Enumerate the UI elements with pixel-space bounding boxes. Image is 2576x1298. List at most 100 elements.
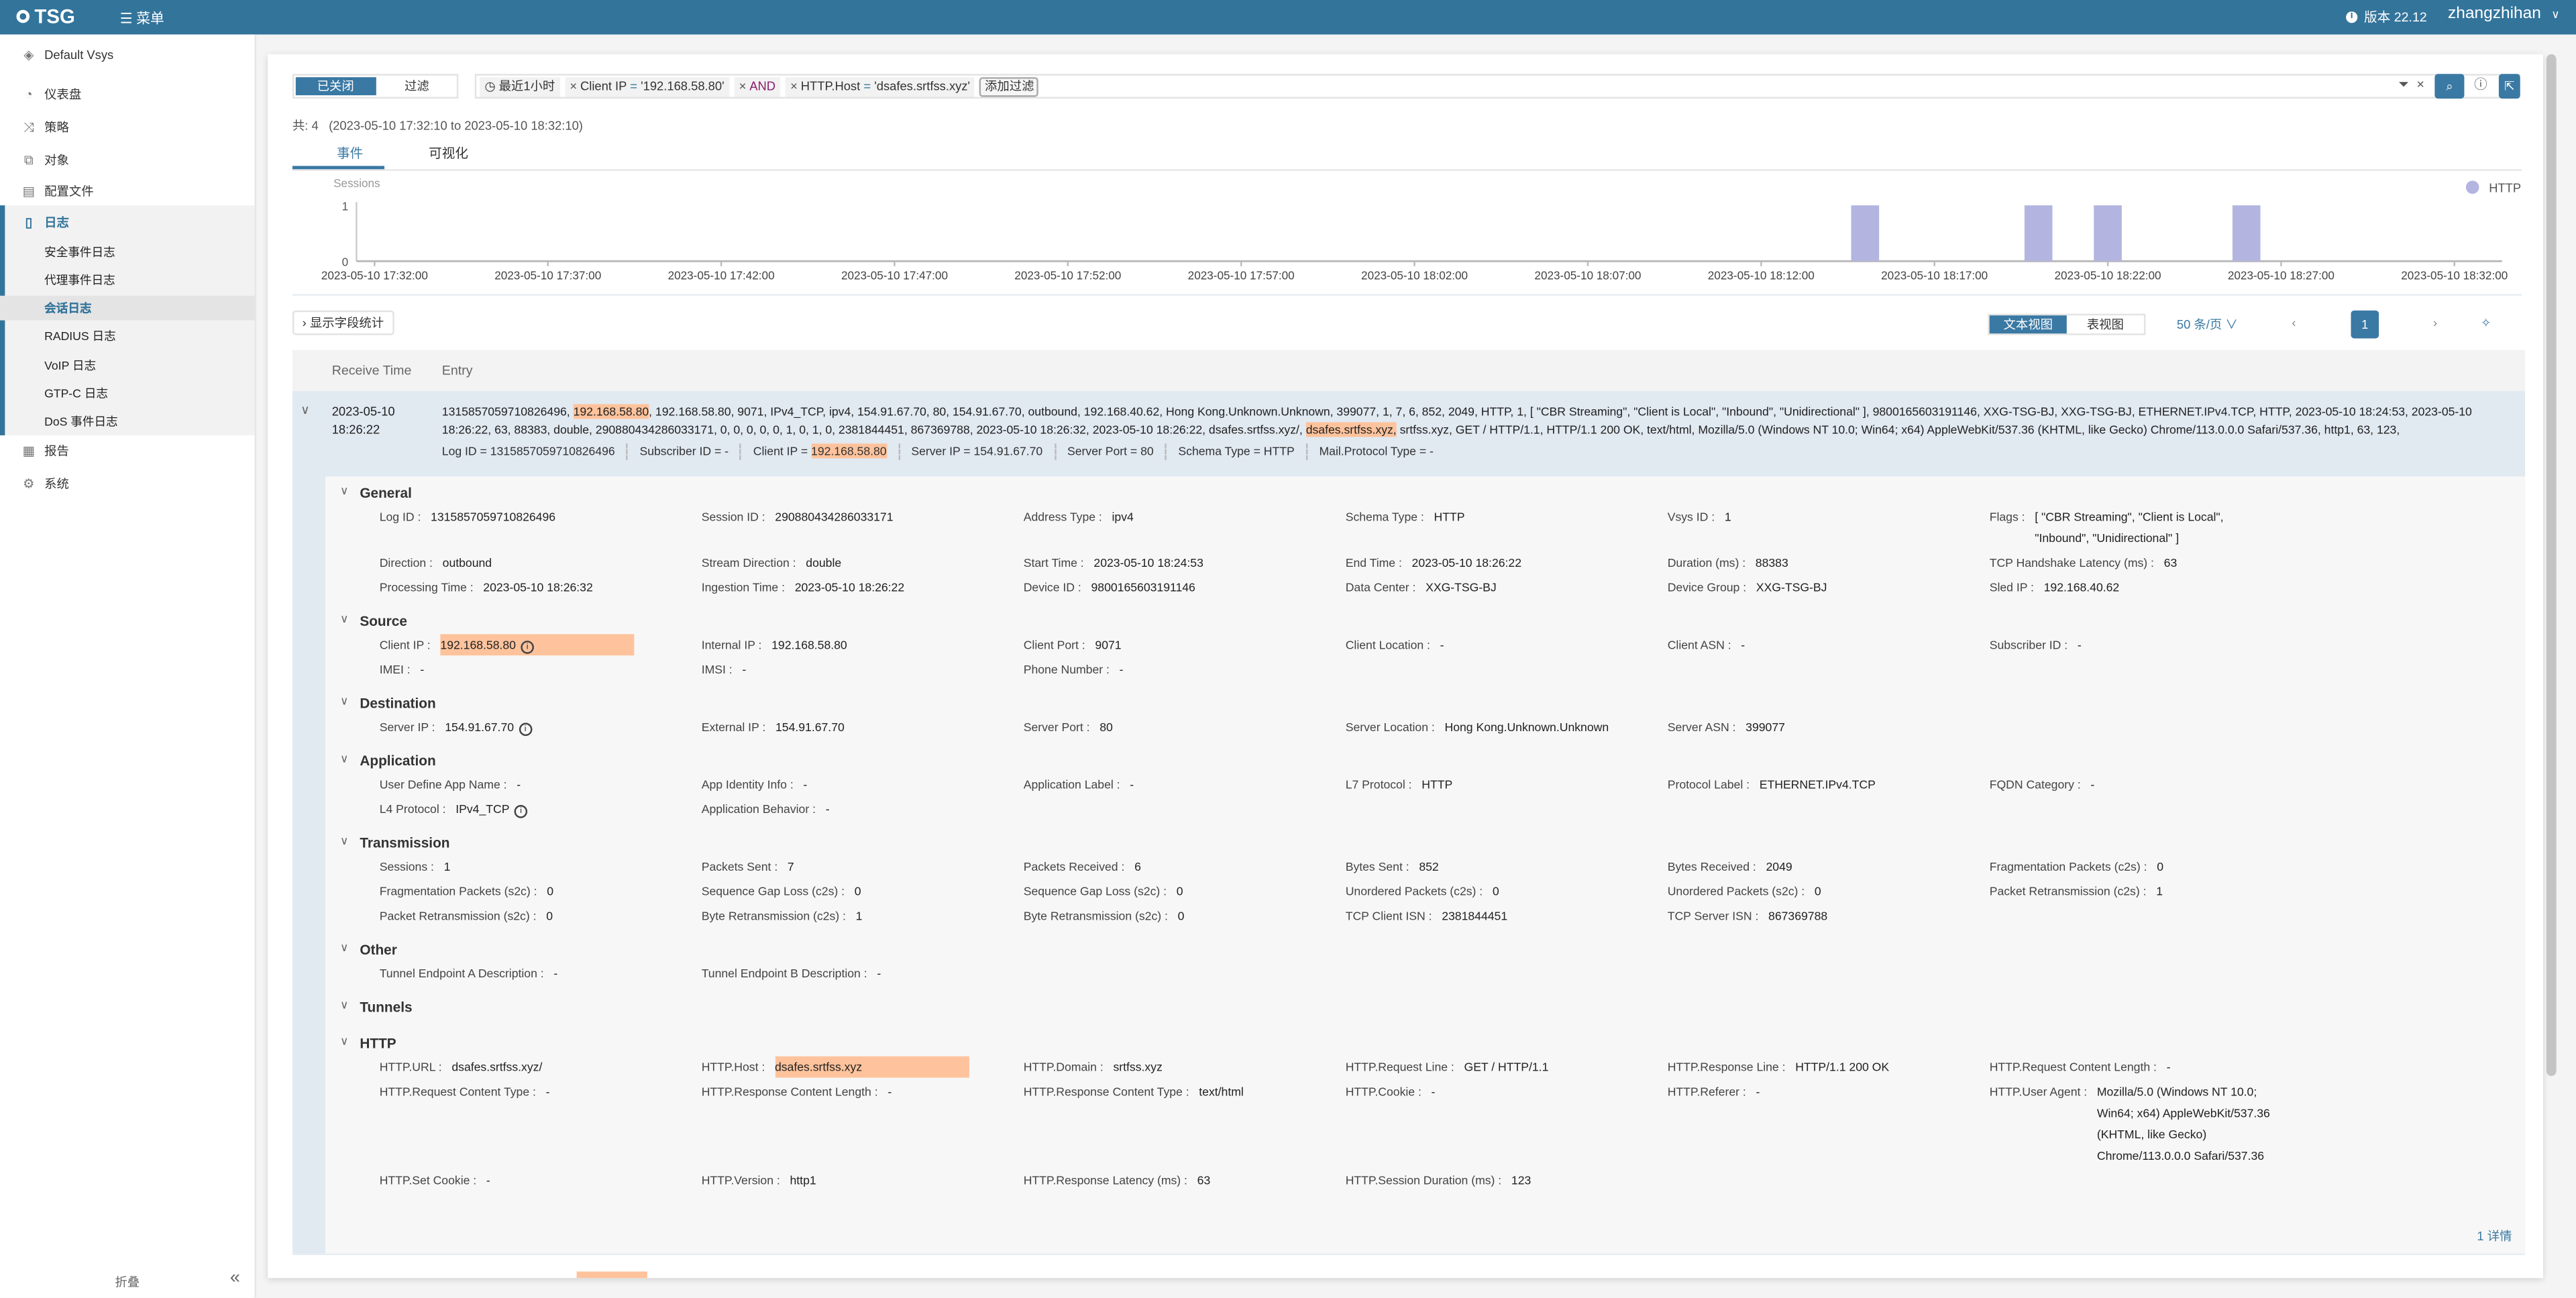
field-value[interactable]: 7 bbox=[788, 856, 794, 877]
field-value[interactable]: ipv4 bbox=[1112, 506, 1134, 549]
field-value[interactable]: dsafes.srtfss.xyz/ bbox=[451, 1057, 542, 1078]
funnel-icon[interactable]: ⏷ bbox=[2398, 77, 2410, 93]
field-value[interactable]: GET / HTTP/1.1 bbox=[1464, 1057, 1549, 1078]
field-value[interactable]: [ "CBR Streaming", "Client is Local", "I… bbox=[2035, 506, 2229, 549]
section-header[interactable]: ∨ Transmission bbox=[340, 826, 2525, 856]
filter-chip-client-ip[interactable]: × Client IP = '192.168.58.80' bbox=[564, 76, 729, 97]
column-receive-time[interactable]: Receive Time bbox=[331, 363, 412, 378]
chevron-down-icon[interactable]: ∨ bbox=[2551, 9, 2560, 21]
field-value[interactable]: http1 bbox=[790, 1170, 816, 1191]
info-icon[interactable]: i bbox=[514, 805, 528, 818]
pin-icon[interactable]: ✧ bbox=[2480, 315, 2491, 331]
sidebar-item-system[interactable]: ⚙ 系统 bbox=[21, 475, 69, 493]
chevron-down-icon[interactable]: ∨ bbox=[339, 1036, 349, 1048]
scrollbar[interactable] bbox=[2546, 54, 2557, 1077]
sidebar-item-logs[interactable]: ▯ 日志 bbox=[21, 213, 69, 231]
chevron-down-icon[interactable]: ∨ bbox=[339, 1000, 349, 1012]
sidebar-item-dashboard[interactable]: ◔ 仪表盘 bbox=[21, 85, 81, 103]
bar-http[interactable] bbox=[2094, 205, 2122, 262]
remove-icon[interactable]: × bbox=[790, 78, 798, 93]
field-value[interactable]: 9071 bbox=[1095, 634, 1121, 655]
submenu-session-log[interactable]: 会话日志 bbox=[0, 295, 255, 321]
field-value[interactable]: - bbox=[1741, 634, 1745, 655]
field-value[interactable]: 867369788 bbox=[1768, 905, 1827, 926]
submenu-dos-log[interactable]: DoS 事件日志 bbox=[44, 414, 118, 429]
field-value[interactable]: 1 bbox=[2156, 881, 2163, 902]
section-header[interactable]: ∨ Tunnels bbox=[340, 991, 2525, 1020]
filter-chip-http-host[interactable]: × HTTP.Host = 'dsafes.srtfss.xyz' bbox=[785, 76, 975, 97]
field-value[interactable]: - bbox=[486, 1170, 490, 1191]
section-header[interactable]: ∨ HTTP bbox=[340, 1027, 2525, 1057]
search-button[interactable]: ⌕ bbox=[2434, 74, 2465, 99]
text-view-button[interactable]: 文本视图 bbox=[1989, 315, 2067, 334]
field-value[interactable]: 2023-05-10 18:26:22 bbox=[795, 577, 904, 598]
chevron-down-icon[interactable]: ∨ bbox=[339, 696, 349, 708]
filter-chip-and[interactable]: × AND bbox=[734, 76, 781, 97]
section-header[interactable]: ∨ General bbox=[340, 476, 2525, 506]
field-value[interactable]: 192.168.40.62 bbox=[2044, 577, 2120, 598]
field-value[interactable]: - bbox=[2090, 773, 2094, 795]
field-value[interactable]: XXG-TSG-BJ bbox=[1426, 577, 1497, 598]
field-value[interactable]: 1315857059710826496 bbox=[431, 506, 555, 549]
clear-icon[interactable]: × bbox=[2416, 77, 2424, 93]
field-value[interactable]: - bbox=[742, 659, 746, 680]
field-value[interactable]: XXG-TSG-BJ bbox=[1756, 577, 1827, 598]
section-header[interactable]: ∨ Other bbox=[340, 933, 2525, 963]
field-value[interactable]: 80 bbox=[1099, 716, 1113, 738]
field-value[interactable]: - bbox=[420, 659, 424, 680]
collapse-label[interactable]: 折叠 bbox=[115, 1275, 140, 1290]
toggle-off[interactable]: 已关闭 bbox=[295, 77, 376, 96]
field-value[interactable]: 192.168.58.80 bbox=[771, 634, 847, 655]
field-value[interactable]: 290880434286033171 bbox=[775, 506, 893, 549]
field-value[interactable]: - bbox=[1130, 773, 1134, 795]
field-value[interactable]: - bbox=[546, 1081, 550, 1166]
field-value[interactable]: - bbox=[2167, 1057, 2171, 1078]
field-value[interactable]: HTTP bbox=[1434, 506, 1465, 549]
field-value[interactable]: 1 bbox=[1725, 506, 1731, 549]
sidebar-item-policy[interactable]: ⤨ 策略 bbox=[21, 118, 69, 136]
submenu-radius-log[interactable]: RADIUS 日志 bbox=[44, 328, 116, 343]
remove-icon[interactable]: × bbox=[570, 78, 578, 93]
field-value[interactable]: Mozilla/5.0 (Windows NT 10.0; Win64; x64… bbox=[2097, 1081, 2291, 1166]
field-value[interactable]: double bbox=[806, 552, 841, 574]
summary-subscriber[interactable]: Subscriber ID = - bbox=[626, 443, 740, 460]
chevron-down-icon[interactable]: ∨ bbox=[339, 836, 349, 848]
field-value[interactable]: 0 bbox=[855, 881, 861, 902]
field-value[interactable]: 63 bbox=[2164, 552, 2178, 574]
section-header[interactable]: ∨ Source bbox=[340, 604, 2525, 634]
field-value[interactable]: 123 bbox=[1511, 1170, 1531, 1191]
logo[interactable]: TSG bbox=[16, 5, 75, 28]
summary-server-ip[interactable]: Server IP = 154.91.67.70 bbox=[898, 443, 1055, 460]
field-value[interactable]: - bbox=[877, 963, 881, 984]
filter-mode-toggle[interactable]: 已关闭 过滤 bbox=[292, 74, 459, 99]
field-value[interactable]: 88383 bbox=[1756, 552, 1788, 574]
field-value[interactable]: HTTP bbox=[1421, 773, 1452, 795]
tab-events[interactable]: 事件 bbox=[337, 146, 364, 162]
summary-server-port[interactable]: Server Port = 80 bbox=[1054, 443, 1165, 460]
field-value[interactable]: ETHERNET.IPv4.TCP bbox=[1760, 773, 1876, 795]
help-icon[interactable]: ⓘ bbox=[2474, 77, 2487, 93]
vsys-selector[interactable]: ◈ Default Vsys bbox=[21, 48, 113, 62]
field-value[interactable]: 0 bbox=[1178, 905, 1185, 926]
field-value[interactable]: 2023-05-10 18:26:32 bbox=[483, 577, 592, 598]
field-value[interactable]: 154.91.67.70 bbox=[775, 716, 845, 738]
menu-button[interactable]: ☰ 菜单 bbox=[120, 8, 164, 28]
bar-http[interactable] bbox=[2232, 205, 2261, 262]
column-entry[interactable]: Entry bbox=[441, 363, 473, 378]
time-range-chip[interactable]: ◷ 最近1小时 bbox=[480, 76, 560, 97]
details-link[interactable]: 1 详情 bbox=[2477, 1228, 2512, 1244]
field-value[interactable]: outbound bbox=[443, 552, 492, 574]
summary-mail[interactable]: Mail.Protocol Type = - bbox=[1305, 443, 1445, 460]
bar-http[interactable] bbox=[2024, 205, 2053, 262]
summary-log-id[interactable]: Log ID = 1315857059710826496 bbox=[441, 443, 615, 459]
field-value[interactable]: 0 bbox=[1177, 881, 1183, 902]
field-value[interactable]: 0 bbox=[1815, 881, 1821, 902]
toggle-filter[interactable]: 过滤 bbox=[405, 78, 429, 94]
field-value[interactable]: 192.168.58.80 i bbox=[440, 634, 635, 656]
summary-schema[interactable]: Schema Type = HTTP bbox=[1165, 443, 1306, 460]
submenu-security-log[interactable]: 安全事件日志 bbox=[44, 244, 115, 260]
field-value[interactable]: text/html bbox=[1199, 1081, 1244, 1166]
tab-visualization[interactable]: 可视化 bbox=[429, 146, 468, 162]
section-header[interactable]: ∨ Destination bbox=[340, 687, 2525, 716]
field-value[interactable]: IPv4_TCP i bbox=[455, 798, 528, 820]
